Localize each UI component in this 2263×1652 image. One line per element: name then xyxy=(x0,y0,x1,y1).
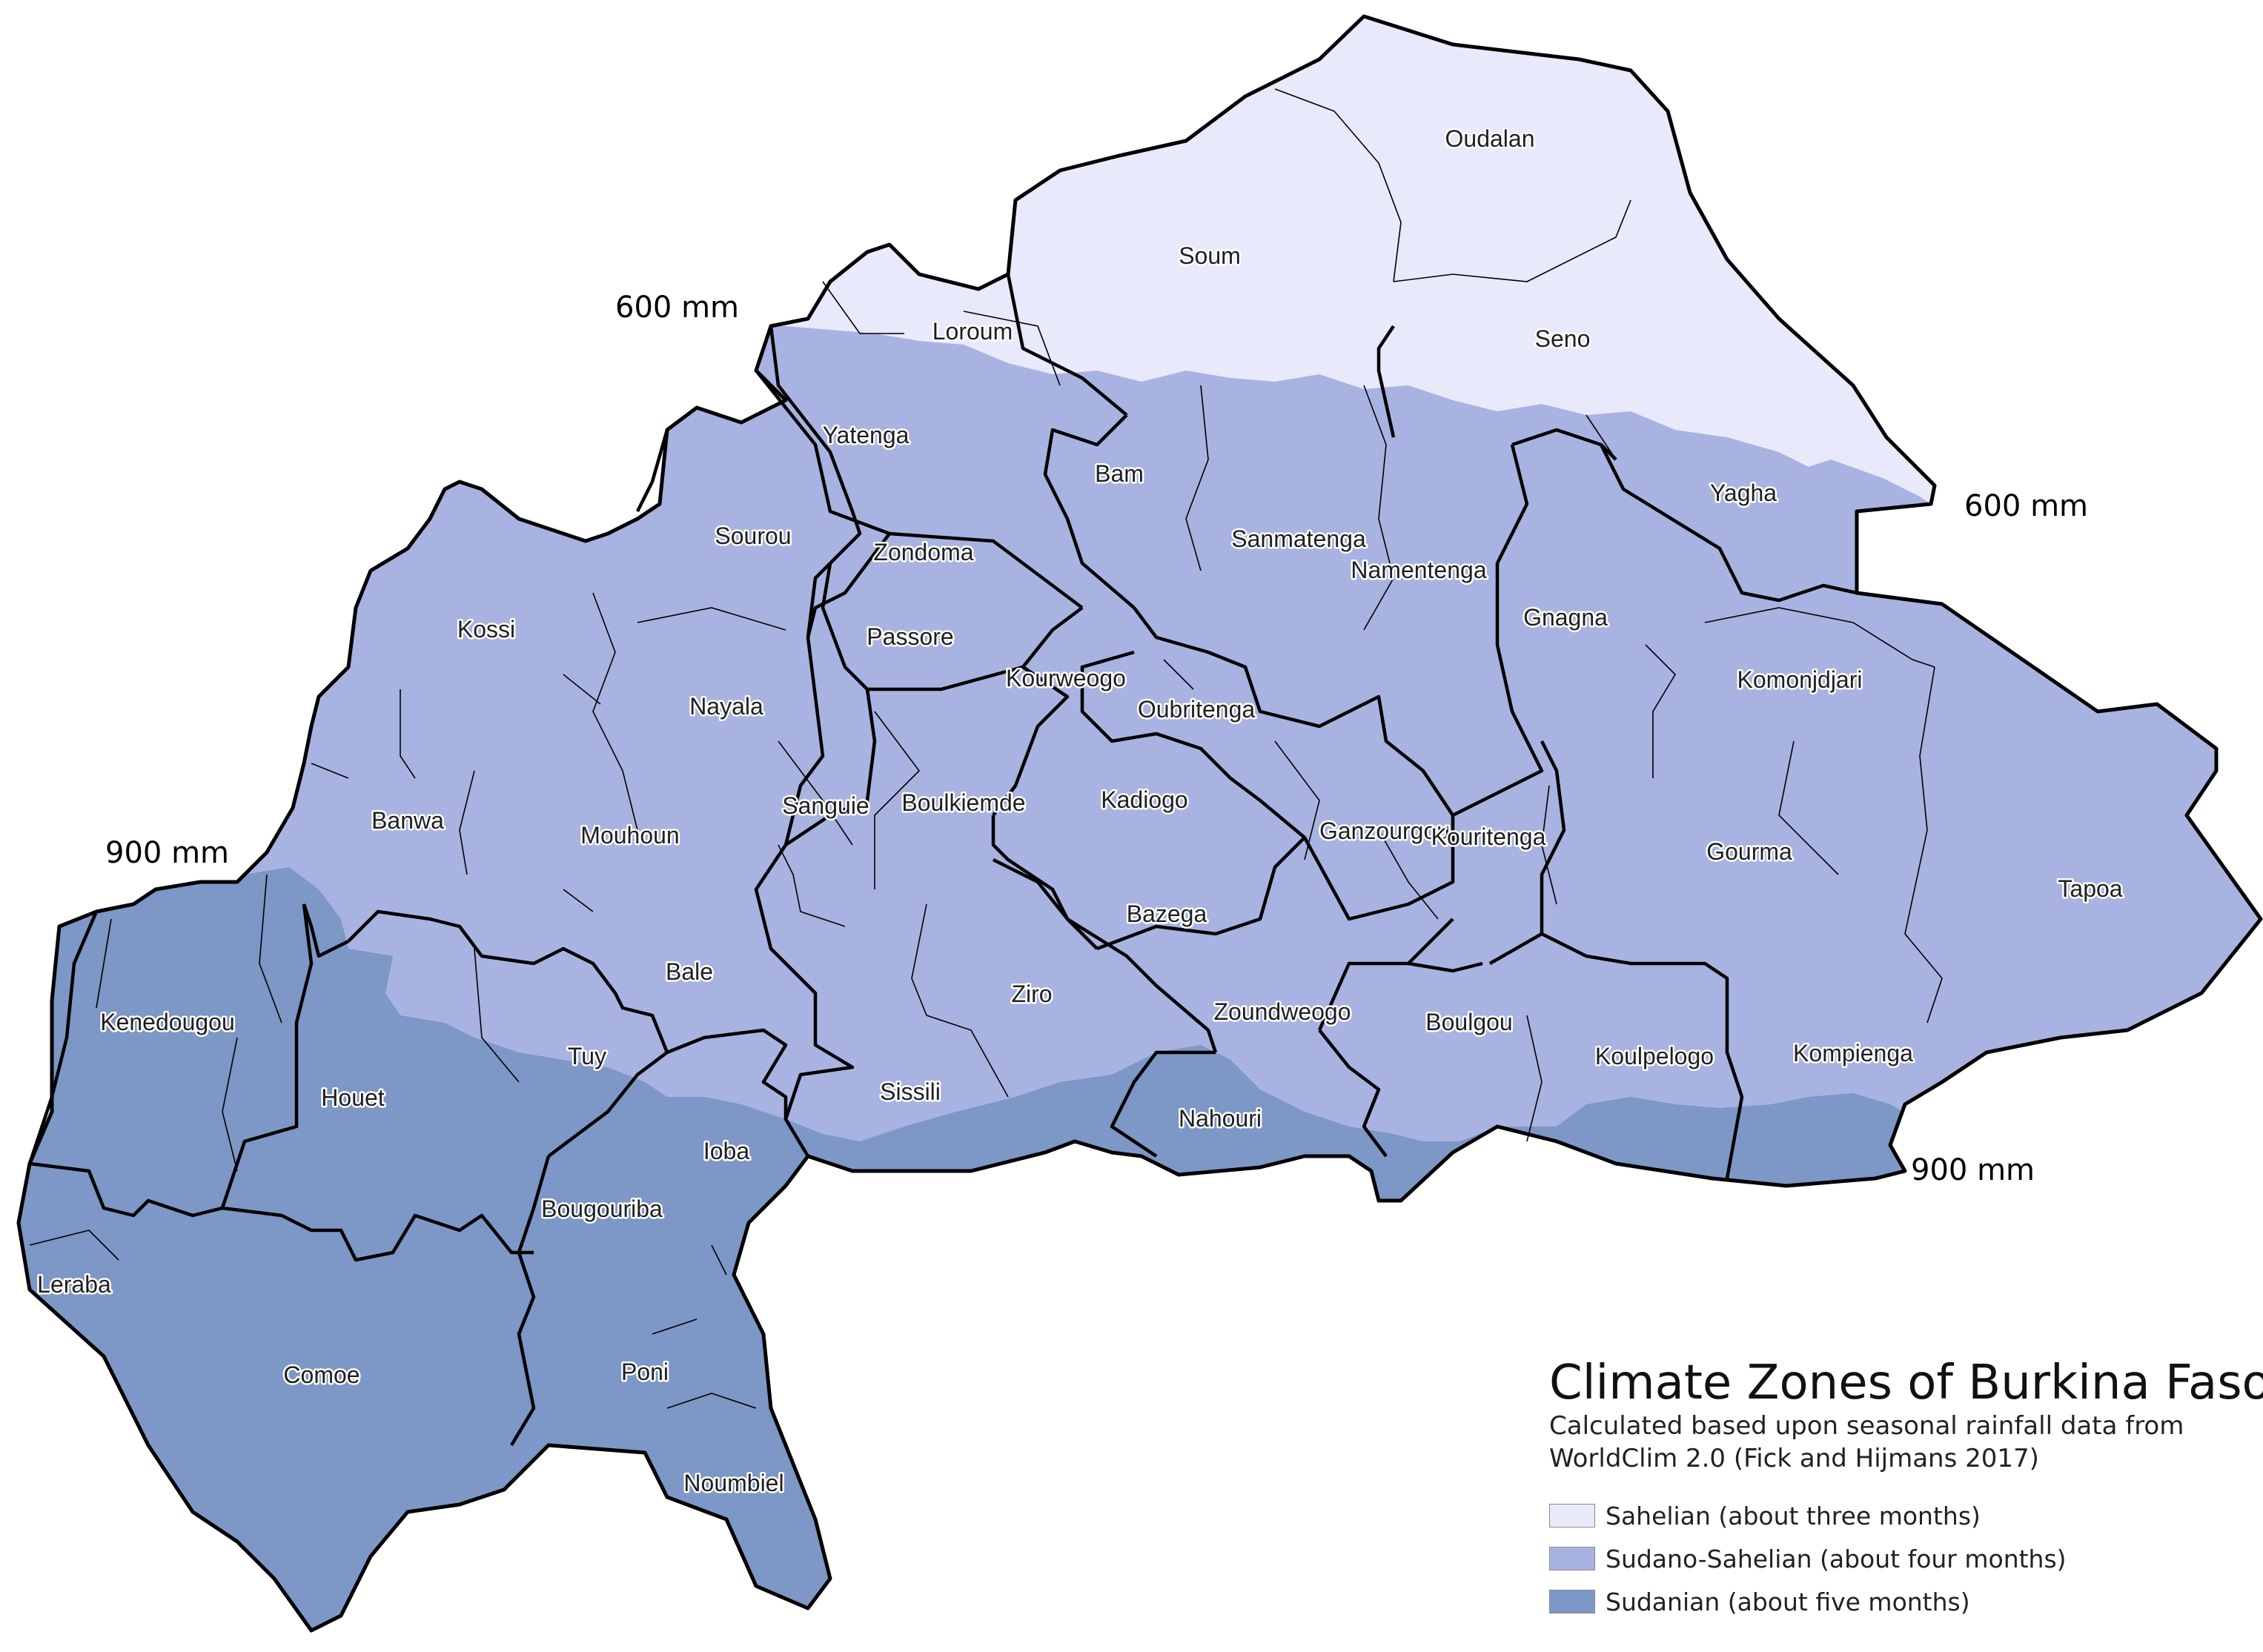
legend: Climate Zones of Burkina Faso Calculated… xyxy=(1549,1356,2263,1623)
province-labels: Oudalan Soum Seno Loroum Yatenga Bam San… xyxy=(36,124,2125,1499)
label-sissili: Sissili xyxy=(880,1078,941,1105)
label-seno: Seno xyxy=(1535,325,1591,352)
label-yatenga: Yatenga xyxy=(823,422,909,448)
label-bougouriba: Bougouriba xyxy=(541,1195,663,1222)
legend-item-sudanian: Sudanian (about five months) xyxy=(1549,1580,2246,1623)
label-ioba: Ioba xyxy=(703,1138,749,1164)
label-passore: Passore xyxy=(867,623,953,650)
legend-swatch-sahelian xyxy=(1549,1504,1595,1527)
label-loroum: Loroum xyxy=(932,318,1013,345)
label-tuy: Tuy xyxy=(568,1043,606,1069)
label-poni: Poni xyxy=(621,1359,669,1385)
label-boulgou: Boulgou xyxy=(1425,1009,1512,1035)
label-sourou: Sourou xyxy=(715,523,791,549)
legend-label-sahelian: Sahelian (about three months) xyxy=(1606,1501,1981,1530)
label-gnagna: Gnagna xyxy=(1523,604,1608,631)
label-tapoa: Tapoa xyxy=(2058,875,2122,902)
label-noumbiel: Noumbiel xyxy=(683,1470,783,1496)
label-gourma: Gourma xyxy=(1706,838,1792,865)
label-kouritenga: Kouritenga xyxy=(1431,823,1546,850)
label-bale: Bale xyxy=(666,958,713,985)
label-nayala: Nayala xyxy=(689,693,763,720)
label-comoe: Comoe xyxy=(283,1361,360,1388)
label-kenedougou: Kenedougou xyxy=(100,1009,235,1035)
region-boundaries xyxy=(27,273,1859,1447)
legend-label-sudanian: Sudanian (about five months) xyxy=(1606,1587,1970,1616)
legend-label-sudano-sahelian: Sudano-Sahelian (about four months) xyxy=(1606,1544,2067,1573)
label-soum: Soum xyxy=(1179,242,1241,269)
isohyet-900-west: 900 mm xyxy=(105,836,229,870)
map-title: Climate Zones of Burkina Faso xyxy=(1549,1356,2263,1410)
label-zoundweogo: Zoundweogo xyxy=(1213,998,1351,1025)
country-border xyxy=(16,14,2263,1633)
label-boulkiemde: Boulkiemde xyxy=(901,789,1025,816)
legend-swatch-sudano-sahelian xyxy=(1549,1547,1595,1570)
label-oudalan: Oudalan xyxy=(1445,125,1535,152)
label-zondoma: Zondoma xyxy=(873,539,973,565)
label-houet: Houet xyxy=(321,1084,385,1111)
isohyet-600-west: 600 mm xyxy=(615,291,739,325)
label-namentenga: Namentenga xyxy=(1351,557,1486,583)
label-kadiogo: Kadiogo xyxy=(1101,786,1187,813)
isohyet-labels: 600 mm 600 mm 900 mm 900 mm xyxy=(105,291,2088,1187)
isohyet-600-east: 600 mm xyxy=(1964,489,2088,523)
label-kossi: Kossi xyxy=(457,616,515,643)
label-kourweogo: Kourweogo xyxy=(1006,665,1126,691)
map-subtitle-line2: WorldClim 2.0 (Fick and Hijmans 2017) xyxy=(1549,1444,2039,1473)
isohyet-900-east: 900 mm xyxy=(1911,1153,2035,1187)
label-komonjdjari: Komonjdjari xyxy=(1737,666,1863,693)
label-nahouri: Nahouri xyxy=(1179,1105,1262,1132)
label-sanmatenga: Sanmatenga xyxy=(1231,525,1366,552)
label-banwa: Banwa xyxy=(371,807,444,834)
label-ziro: Ziro xyxy=(1011,981,1052,1007)
legend-item-sahelian: Sahelian (about three months) xyxy=(1549,1494,2246,1537)
legend-items: Sahelian (about three months) Sudano-Sah… xyxy=(1549,1494,2246,1623)
label-kompienga: Kompienga xyxy=(1793,1040,1913,1066)
label-sanguie: Sanguie xyxy=(782,792,869,819)
legend-item-sudano-sahelian: Sudano-Sahelian (about four months) xyxy=(1549,1537,2246,1580)
label-mouhoun: Mouhoun xyxy=(580,822,679,849)
label-oubritenga: Oubritenga xyxy=(1138,696,1256,723)
label-bazega: Bazega xyxy=(1127,900,1207,927)
label-yagha: Yagha xyxy=(1710,480,1777,506)
legend-swatch-sudanian xyxy=(1549,1590,1595,1613)
province-boundaries xyxy=(29,88,1943,1409)
label-leraba: Leraba xyxy=(37,1271,111,1298)
map-subtitle-line1: Calculated based upon seasonal rainfall … xyxy=(1549,1411,2184,1441)
label-bam: Bam xyxy=(1095,460,1144,487)
label-ganzourgou: Ganzourgou xyxy=(1319,817,1450,844)
label-koulpelogo: Koulpelogo xyxy=(1595,1043,1714,1069)
